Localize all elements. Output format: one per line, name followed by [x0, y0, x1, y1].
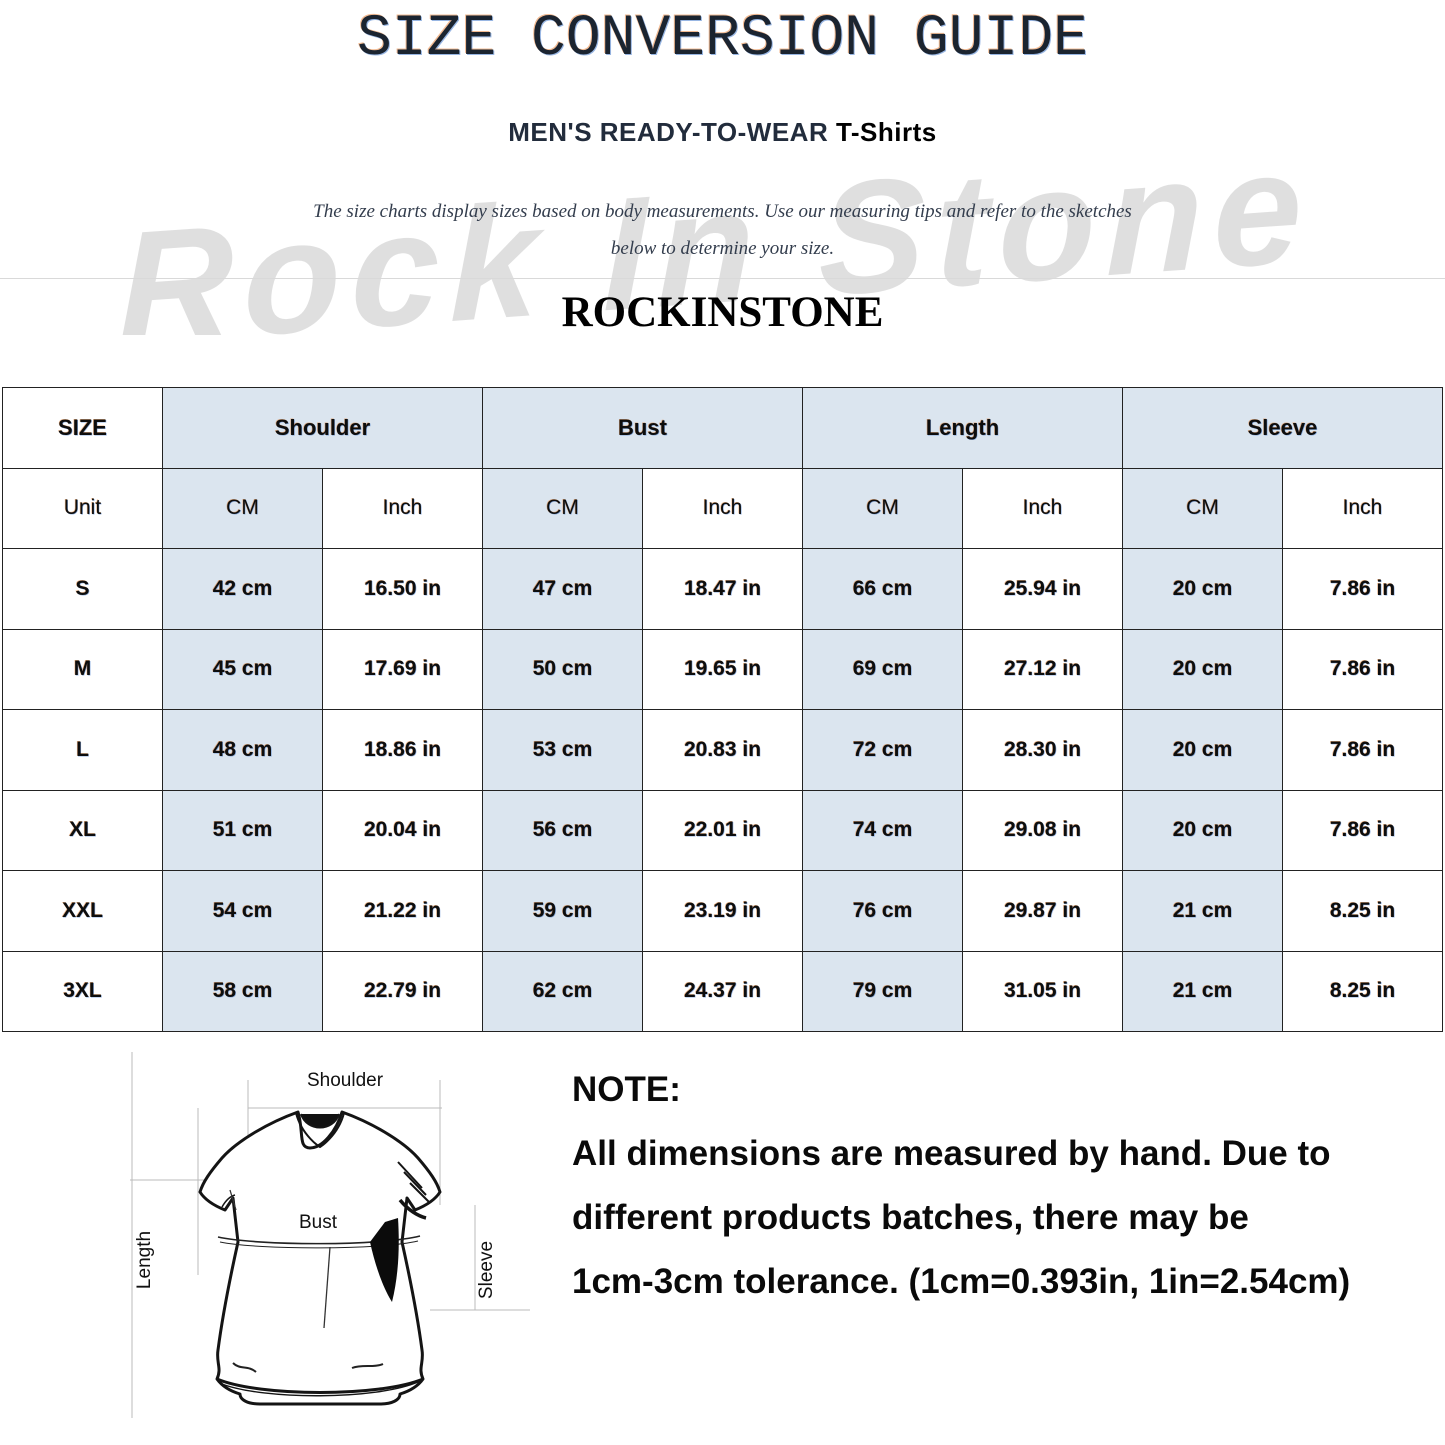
svg-text:Sleeve: Sleeve [476, 1241, 497, 1299]
svg-text:Length: Length [134, 1231, 155, 1289]
svg-text:Bust: Bust [299, 1212, 338, 1233]
svg-text:Shoulder: Shoulder [307, 1070, 384, 1091]
